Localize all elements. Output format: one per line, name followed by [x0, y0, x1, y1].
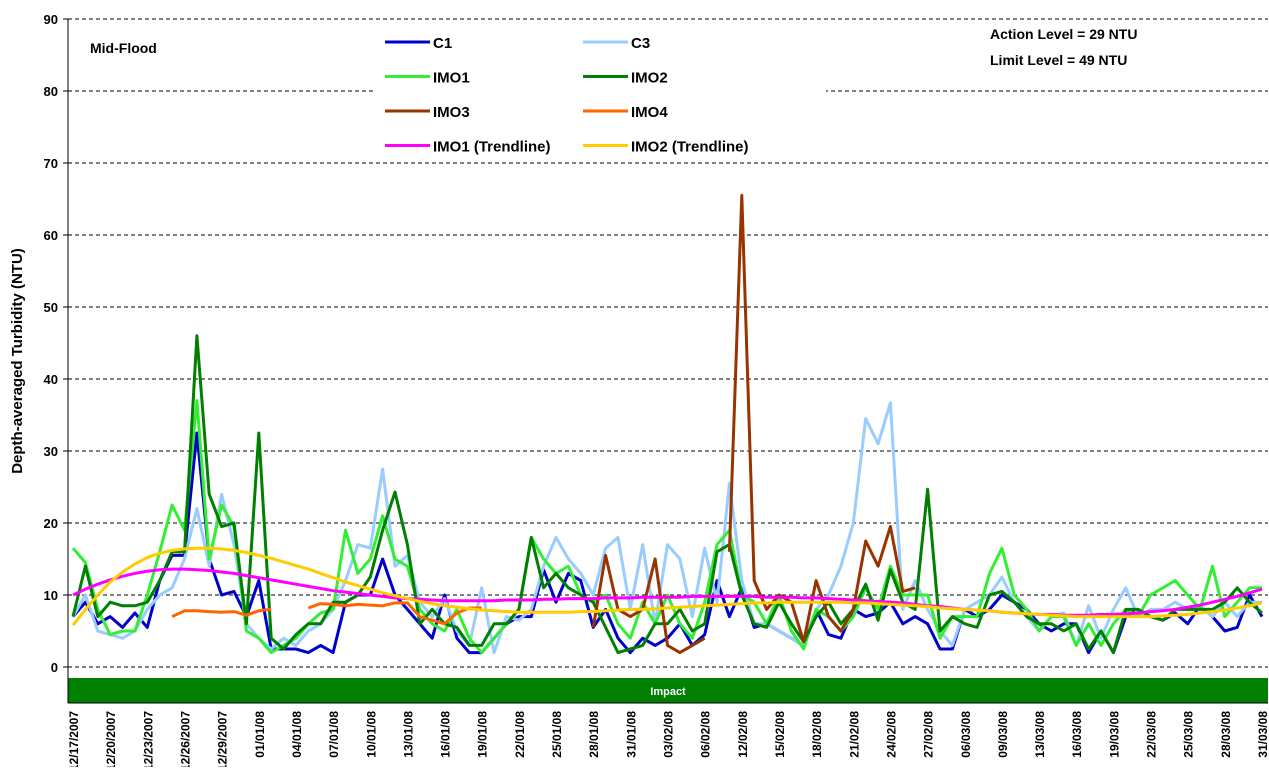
series-line [171, 607, 272, 618]
x-tick-label: 06/02/08 [699, 711, 713, 758]
legend-label: IMO1 [433, 70, 470, 87]
x-tick-label: 04/01/08 [290, 711, 304, 758]
series-line [71, 401, 1262, 655]
x-tick-label: 24/02/08 [884, 711, 898, 758]
y-tick-label: 40 [44, 372, 58, 387]
y-tick-label: 70 [44, 156, 58, 171]
x-tick-label: 21/02/08 [847, 711, 861, 758]
y-tick-label: 50 [44, 300, 58, 315]
x-tick-label: 12/20/2007 [104, 711, 118, 767]
y-tick-label: 20 [44, 516, 58, 531]
legend-label: IMO2 [631, 70, 668, 87]
legend-box [376, 26, 826, 160]
y-tick-label: 30 [44, 444, 58, 459]
legend-label: IMO1 (Trendline) [433, 139, 551, 156]
legend-label: C3 [631, 35, 650, 52]
x-tick-label: 12/02/08 [736, 711, 750, 758]
y-tick-label: 60 [44, 228, 58, 243]
x-tick-label: 28/01/08 [587, 711, 601, 758]
x-tick-label: 25/03/08 [1182, 711, 1196, 758]
annotation-box [985, 22, 1225, 72]
y-tick-label: 90 [44, 12, 58, 27]
x-tick-label: 27/02/08 [922, 711, 936, 758]
y-tick-label: 10 [44, 588, 58, 603]
x-tick-label: 12/23/2007 [141, 711, 155, 767]
x-tick-label: 07/01/08 [327, 711, 341, 758]
x-tick-label: 22/01/08 [513, 711, 527, 758]
series-line [591, 553, 706, 655]
limit-level: Limit Level = 49 NTU [990, 52, 1127, 68]
legend-label: IMO2 (Trendline) [631, 139, 749, 156]
x-tick-label: 12/17/2007 [67, 711, 81, 767]
series-line [71, 334, 1263, 655]
x-tick-label: 31/03/08 [1256, 711, 1269, 758]
legend-label: C1 [433, 35, 452, 52]
x-tick-label: 25/01/08 [550, 711, 564, 758]
x-tick-label: 06/03/08 [959, 711, 973, 758]
x-tick-label: 12/29/2007 [216, 711, 230, 767]
x-tick-label: 15/02/08 [773, 711, 787, 758]
legend: C1 C3 IMO1 IMO2 IMO3 IMO4 IMO1 (Trendline) IMO2… [376, 26, 826, 160]
x-tick-label: 22/03/08 [1145, 711, 1159, 758]
x-tick-label: 12/26/2007 [178, 711, 192, 767]
impact-label: Impact [650, 686, 686, 698]
action-level: Action Level = 29 NTU [990, 26, 1137, 42]
series-line [307, 601, 482, 626]
y-axis-title: Depth-averaged Turbidity (NTU) [9, 248, 26, 474]
x-tick-label: 03/02/08 [662, 711, 676, 758]
x-tick-label: 10/01/08 [364, 711, 378, 758]
site-label: Mid-Flood [90, 40, 157, 56]
impact-band [68, 678, 1268, 703]
x-tick-label: 28/03/08 [1219, 711, 1233, 758]
y-tick-label: 80 [44, 84, 58, 99]
x-tick-label: 13/01/08 [401, 711, 415, 758]
y-tick-label: 0 [51, 660, 58, 675]
x-tick-label: 31/01/08 [624, 711, 638, 758]
x-tick-label: 19/03/08 [1107, 711, 1121, 758]
series-line [71, 546, 1263, 627]
x-tick-label: 13/03/08 [1033, 711, 1047, 758]
legend-label: IMO4 [631, 104, 668, 121]
x-tick-label: 16/01/08 [439, 711, 453, 758]
x-tick-label: 01/01/08 [253, 711, 267, 758]
x-tick-label: 19/01/08 [476, 711, 490, 758]
x-tick-label: 16/03/08 [1070, 711, 1084, 758]
x-tick-label: 09/03/08 [996, 711, 1010, 758]
legend-label: IMO3 [433, 104, 470, 121]
x-tick-label: 18/02/08 [810, 711, 824, 758]
